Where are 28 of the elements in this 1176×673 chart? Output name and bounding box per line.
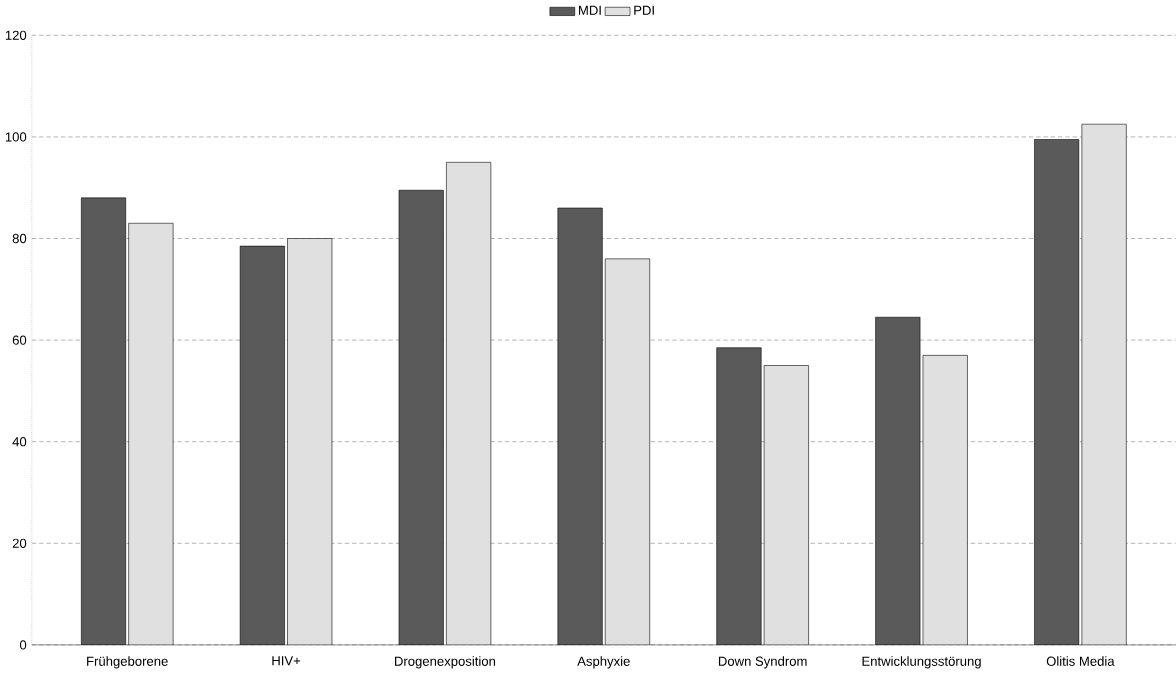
y-tick-label: 20 bbox=[12, 538, 27, 548]
y-tick-label: 40 bbox=[12, 436, 27, 447]
bar bbox=[1081, 123, 1127, 645]
x-tick-label: Drogenexposition bbox=[395, 656, 496, 669]
legend-label: MDI bbox=[579, 5, 601, 15]
x-tick-label: Entwicklungsstörung bbox=[862, 656, 981, 669]
bar bbox=[128, 223, 174, 645]
bar bbox=[398, 189, 444, 645]
bar bbox=[557, 207, 603, 645]
bar bbox=[446, 162, 491, 645]
x-tick-label: Olitis Media bbox=[1046, 656, 1115, 666]
bar bbox=[1034, 139, 1080, 645]
y-tick-label: 0 bbox=[19, 640, 27, 650]
x-tick-label: Down Syndrom bbox=[718, 656, 807, 669]
y-tick-label: 120 bbox=[5, 30, 27, 40]
y-tick-label: 100 bbox=[5, 132, 27, 142]
legend-label: PDI bbox=[634, 5, 654, 15]
bar bbox=[764, 365, 809, 645]
bar bbox=[80, 197, 127, 645]
bar bbox=[239, 245, 285, 645]
bar bbox=[287, 238, 332, 645]
bar bbox=[922, 355, 968, 645]
bar bbox=[605, 258, 650, 645]
x-tick-label: Asphyxie bbox=[577, 656, 630, 669]
y-tick-label: 80 bbox=[12, 233, 27, 243]
x-tick-label: HIV+ bbox=[272, 656, 301, 666]
y-tick-label: 60 bbox=[12, 335, 27, 345]
x-tick-label: Frühgeborene bbox=[87, 656, 168, 669]
